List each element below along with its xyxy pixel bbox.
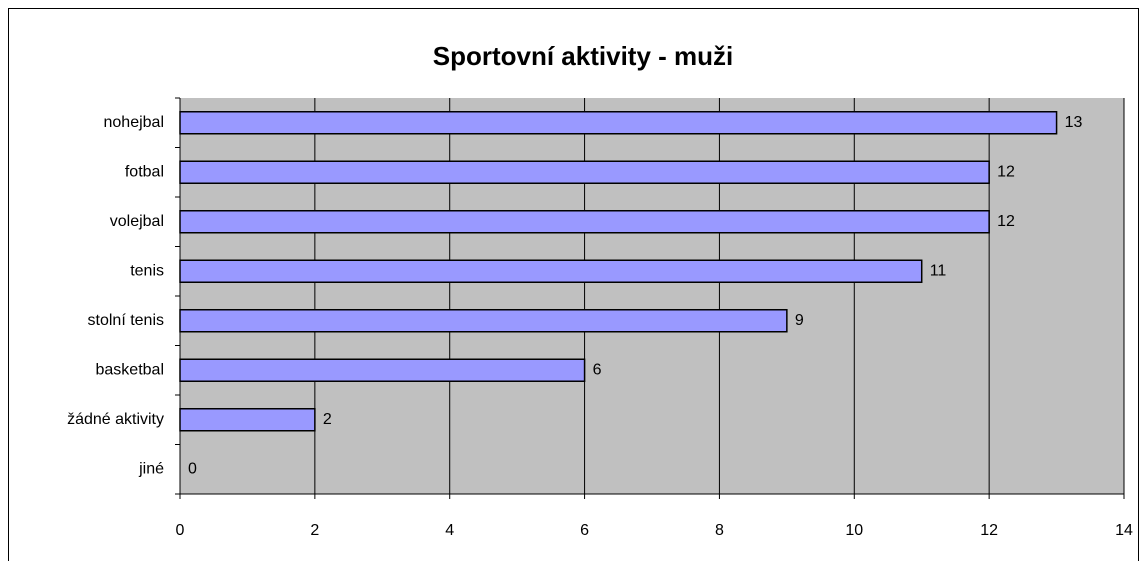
x-tick-label: 4 — [445, 522, 454, 539]
y-tick-label: žádné aktivity — [67, 411, 164, 428]
value-label: 13 — [1065, 114, 1083, 131]
y-tick-label: basketbal — [96, 361, 165, 378]
bar — [179, 408, 316, 432]
y-tick-label: volejbal — [110, 213, 164, 230]
x-tick-label: 0 — [176, 522, 185, 539]
value-label: 11 — [930, 262, 947, 279]
value-label: 0 — [188, 460, 197, 477]
chart-title: Sportovní aktivity - muži — [433, 41, 734, 71]
x-tick-label: 10 — [845, 522, 863, 539]
bar — [179, 259, 923, 283]
x-tick-label: 14 — [1115, 522, 1133, 539]
value-label: 6 — [593, 361, 602, 378]
bar — [179, 111, 1058, 135]
y-tick-label: stolní tenis — [88, 312, 164, 329]
x-tick-label: 8 — [715, 522, 724, 539]
bar — [179, 160, 990, 184]
y-tick-label: nohejbal — [104, 114, 165, 131]
bar — [179, 210, 990, 234]
value-label: 9 — [795, 312, 804, 329]
value-label: 12 — [997, 163, 1015, 180]
value-label: 12 — [997, 213, 1015, 230]
x-tick-label: 6 — [580, 522, 589, 539]
plot-area — [180, 98, 1124, 494]
bar — [179, 358, 586, 382]
bar — [179, 309, 788, 333]
y-tick-label: tenis — [130, 262, 164, 279]
x-tick-label: 12 — [980, 522, 998, 539]
value-label: 2 — [323, 411, 332, 428]
y-tick-label: jiné — [138, 460, 164, 477]
x-tick-label: 2 — [310, 522, 319, 539]
y-tick-label: fotbal — [125, 163, 164, 180]
